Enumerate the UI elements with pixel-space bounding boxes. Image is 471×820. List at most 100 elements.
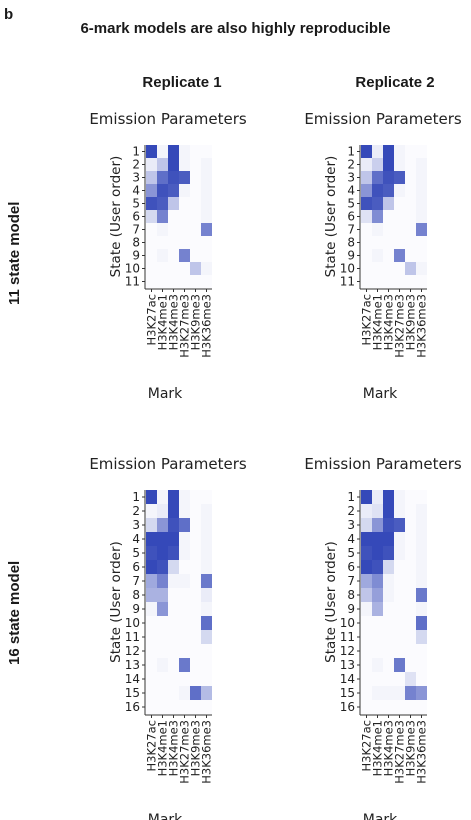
heatmap-cell [361, 546, 372, 560]
heatmap-cell [416, 210, 427, 223]
y-tick-label: 2 [132, 158, 140, 172]
heatmap-cell [179, 504, 190, 518]
heatmap-cell [168, 249, 179, 262]
heatmap-cell [190, 210, 201, 223]
heatmap-cell [405, 532, 416, 546]
column-title-replicate-1: Replicate 1 [142, 74, 222, 91]
heatmap-cell [157, 197, 168, 210]
y-tick-label: 7 [347, 223, 355, 237]
heatmap-cell [383, 686, 394, 700]
heatmap-cell [416, 644, 427, 658]
heatmap-cell [405, 490, 416, 504]
heatmap-cell [383, 145, 394, 158]
heatmap-cell [361, 574, 372, 588]
heatmap-cell [168, 184, 179, 197]
x-tick-label: H3K36me3 [415, 294, 429, 358]
y-tick-label: 1 [132, 145, 140, 159]
heatmap-cell [372, 158, 383, 171]
heatmap-cell [146, 672, 157, 686]
heatmap-cell [394, 672, 405, 686]
heatmap-cell [146, 262, 157, 275]
y-tick-label: 4 [132, 532, 140, 546]
heatmap-cell [190, 490, 201, 504]
heatmap-cell [361, 588, 372, 602]
x-tick-label: H3K36me3 [200, 294, 214, 358]
heatmap-cell [201, 602, 212, 616]
heatmap-cell [372, 672, 383, 686]
y-tick-label: 8 [132, 588, 140, 602]
heatmap-cell [416, 275, 427, 288]
heatmap-cell [157, 236, 168, 249]
y-tick-label: 4 [132, 184, 140, 198]
heatmap-cell [405, 504, 416, 518]
heatmap-cell [361, 532, 372, 546]
heatmap-cell [416, 672, 427, 686]
heatmap-cell [190, 602, 201, 616]
heatmap-cell [416, 249, 427, 262]
heatmap-cell [394, 532, 405, 546]
heatmap-cell [190, 158, 201, 171]
heatmap-cell [405, 672, 416, 686]
heatmap-cell [190, 700, 201, 714]
heatmap-cell [361, 560, 372, 574]
y-tick-label: 3 [347, 171, 355, 185]
heatmap-cell [179, 490, 190, 504]
heatmap-cell [201, 518, 212, 532]
heatmap-cell [190, 145, 201, 158]
heatmap-cell [361, 275, 372, 288]
heatmap-cell [361, 672, 372, 686]
heatmap-cell [190, 249, 201, 262]
heatmap-cell [201, 630, 212, 644]
heatmap-cell [361, 490, 372, 504]
heatmap-cell [383, 616, 394, 630]
y-tick-label: 10 [340, 616, 355, 630]
heatmap-cell [416, 490, 427, 504]
heatmap-cell [190, 275, 201, 288]
heatmap-cell [157, 249, 168, 262]
heatmap-cell [383, 262, 394, 275]
heatmap-cell [372, 700, 383, 714]
heatmap-cell [416, 686, 427, 700]
heatmap-cell [394, 546, 405, 560]
heatmap-cell [168, 158, 179, 171]
y-tick-label: 16 [340, 700, 355, 714]
heatmap-cell [383, 630, 394, 644]
heatmap-cell [146, 504, 157, 518]
heatmap-cell [157, 602, 168, 616]
y-tick-label: 6 [132, 560, 140, 574]
heatmap-cell [146, 158, 157, 171]
heatmap-cell [405, 249, 416, 262]
heatmap-cell [179, 602, 190, 616]
heatmap-cell [157, 171, 168, 184]
heatmap-cell [405, 602, 416, 616]
heatmap-cell [190, 560, 201, 574]
heatmap-cell [179, 616, 190, 630]
y-tick-label: 13 [340, 658, 355, 672]
y-tick-label: 8 [347, 236, 355, 250]
heatmap-cell [383, 504, 394, 518]
heatmap-cell [179, 532, 190, 546]
heatmap-cell [383, 275, 394, 288]
heatmap-cell [394, 490, 405, 504]
heatmap-cell [157, 672, 168, 686]
y-tick-label: 1 [347, 145, 355, 159]
heatmap-cell [146, 574, 157, 588]
heatmap-cell [394, 145, 405, 158]
heatmap-cell [201, 658, 212, 672]
heatmap-cell [383, 518, 394, 532]
heatmap-cell [361, 249, 372, 262]
heatmap-cell [146, 236, 157, 249]
chart-title: Emission Parameters [304, 110, 462, 128]
heatmap-cell [383, 546, 394, 560]
heatmap-cell [416, 532, 427, 546]
x-tick-label: H3K4me3 [167, 720, 181, 776]
heatmap-cell [179, 546, 190, 560]
y-tick-label: 2 [347, 504, 355, 518]
heatmap-cell [416, 546, 427, 560]
y-tick-label: 9 [347, 602, 355, 616]
heatmap-cell [190, 644, 201, 658]
heatmap-cell [146, 602, 157, 616]
heatmap-cell [361, 616, 372, 630]
heatmap-cell [372, 616, 383, 630]
y-tick-label: 13 [125, 658, 140, 672]
